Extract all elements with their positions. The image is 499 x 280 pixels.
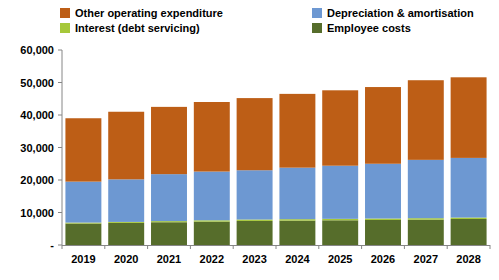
y-tick-label: 50,000 [20, 77, 54, 89]
x-tick-label: 2023 [242, 253, 266, 265]
bar-segment [65, 182, 101, 223]
x-tick [233, 245, 234, 249]
y-tick [58, 115, 62, 116]
y-tick-label: 20,000 [20, 174, 54, 186]
x-tick-label: 2025 [328, 253, 352, 265]
bar-segment [322, 166, 358, 219]
bar-segment [279, 168, 315, 220]
y-tick-label: 30,000 [20, 142, 54, 154]
x-tick-label: 2022 [200, 253, 224, 265]
bar-segment [65, 224, 101, 245]
legend-label: Depreciation & amortisation [327, 7, 474, 19]
bar-segment [108, 179, 144, 222]
bar-segment [194, 102, 230, 172]
bar-segment [365, 219, 401, 220]
bar-segment [322, 90, 358, 165]
bar-segment [237, 170, 273, 219]
bar-segment [194, 220, 230, 221]
x-tick [404, 245, 405, 249]
bar-segment [237, 221, 273, 245]
bar-segment [365, 164, 401, 219]
bar-segment [365, 220, 401, 245]
y-tick [58, 147, 62, 148]
x-tick [276, 245, 277, 249]
y-tick-label: 60,000 [20, 44, 54, 56]
x-tick [190, 245, 191, 249]
bar-segment [408, 220, 444, 245]
x-tick-label: 2021 [157, 253, 181, 265]
bar-segment [408, 218, 444, 219]
bar-segment [322, 219, 358, 220]
y-tick [58, 180, 62, 181]
bar-segment [194, 222, 230, 245]
chart: - 10,000 20,000 30,000 40,000 50,000 60,000 201… [0, 0, 499, 280]
bar-segment [151, 222, 187, 245]
bar-segment [451, 77, 487, 158]
bar-segment [408, 80, 444, 160]
x-tick-label: 2028 [456, 253, 480, 265]
bar-segment [408, 160, 444, 218]
x-tick-label: 2019 [71, 253, 95, 265]
bar-segment [279, 219, 315, 220]
bar-segment [65, 118, 101, 181]
bar-segment [151, 221, 187, 222]
y-tick [58, 245, 62, 246]
bar-segment [151, 107, 187, 174]
legend-swatch [312, 8, 322, 18]
x-tick [447, 245, 448, 249]
legend-swatch [60, 23, 70, 33]
legend-swatch [312, 23, 322, 33]
bar-segment [451, 158, 487, 218]
legend-label: Employee costs [327, 22, 411, 34]
bar-segment [322, 220, 358, 245]
x-tick-label: 2027 [414, 253, 438, 265]
bar-segment [108, 112, 144, 180]
legend-label: Interest (debt servicing) [75, 22, 200, 34]
bars [65, 77, 486, 245]
y-tick-label: 10,000 [20, 207, 54, 219]
x-tick [361, 245, 362, 249]
bar-segment [451, 219, 487, 245]
y-tick-label: - [50, 239, 54, 251]
bar-segment [151, 174, 187, 221]
x-tick [147, 245, 148, 249]
legend: Other operating expenditure Depreciation … [60, 7, 474, 34]
bar-segment [108, 223, 144, 245]
x-tick-label: 2024 [285, 253, 310, 265]
x-tick [490, 245, 491, 249]
x-tick [104, 245, 105, 249]
bar-segment [451, 218, 487, 219]
y-tick [58, 82, 62, 83]
y-tick [58, 212, 62, 213]
bar-segment [279, 221, 315, 245]
legend-label: Other operating expenditure [75, 7, 223, 19]
x-tick-label: 2026 [371, 253, 395, 265]
x-tick [318, 245, 319, 249]
bar-segment [279, 94, 315, 168]
bar-segment [237, 98, 273, 170]
bar-segment [365, 87, 401, 164]
bar-segment [237, 219, 273, 220]
x-tick [62, 245, 63, 249]
y-tick [58, 50, 62, 51]
bar-segment [194, 172, 230, 221]
y-tick-label: 40,000 [20, 109, 54, 121]
x-tick-label: 2020 [114, 253, 138, 265]
legend-swatch [60, 8, 70, 18]
